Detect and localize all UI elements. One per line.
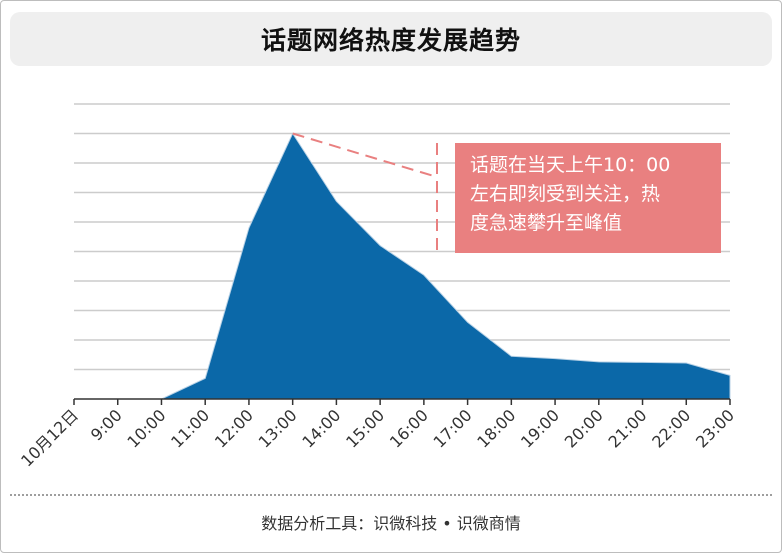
annotation-callout: 话题在当天上午10：00 左右即刻受到关注，热 度急速攀升至峰值: [455, 143, 721, 253]
x-tick-label: 20:00: [561, 406, 607, 452]
x-tick-label: 18:00: [473, 406, 519, 452]
x-tick-label: 15:00: [342, 406, 388, 452]
annotation-line-1: 话题在当天上午10：00: [470, 154, 671, 176]
x-tick-label: 16:00: [386, 406, 432, 452]
x-tick-label: 22:00: [648, 406, 694, 452]
x-tick-label: 14:00: [298, 406, 344, 452]
x-tick-label: 9:00: [87, 406, 126, 445]
x-tick-label: 23:00: [692, 406, 738, 452]
x-tick-label: 11:00: [167, 406, 213, 452]
x-axis: 10月12日 9:0010:0011:0012:0013:0014:0015:00…: [17, 398, 738, 471]
x-tick-label: 13:00: [255, 406, 301, 452]
x-tick-label: 10月12日: [17, 406, 82, 471]
callout-connector-line: [292, 132, 438, 178]
x-tick-label: 10:00: [123, 406, 169, 452]
annotation-line-2: 左右即刻受到关注，热: [470, 183, 661, 205]
title-bar: 话题网络热度发展趋势: [10, 12, 772, 66]
chart-title: 话题网络热度发展趋势: [260, 26, 521, 55]
x-tick-label: 12:00: [211, 406, 257, 452]
x-tick-label: 19:00: [517, 406, 563, 452]
x-tick-label: 21:00: [605, 406, 651, 452]
footer-divider: [10, 494, 772, 496]
annotation-line-3: 度急速攀升至峰值: [470, 212, 623, 234]
area-series: [74, 132, 731, 400]
x-tick-label: 17:00: [430, 406, 476, 452]
footer-credit: 数据分析工具：识微科技 • 识微商情: [261, 514, 521, 533]
